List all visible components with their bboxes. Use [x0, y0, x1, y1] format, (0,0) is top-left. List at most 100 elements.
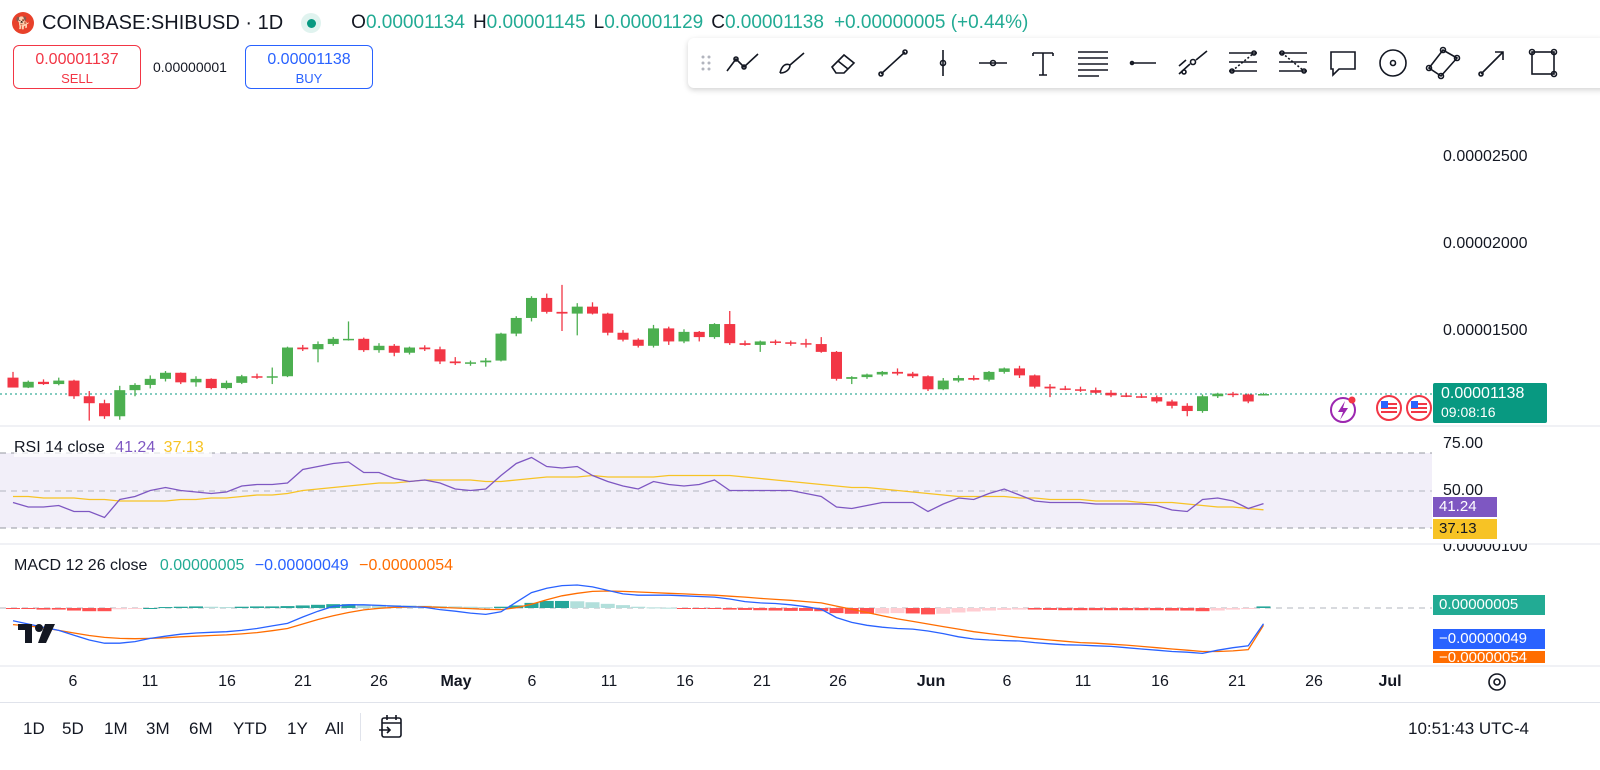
candle	[587, 302, 598, 315]
drag-handle-icon[interactable]	[694, 51, 718, 75]
candle-body	[129, 384, 141, 391]
macd-histogram-bar	[692, 608, 707, 609]
candles	[7, 284, 1269, 421]
candle-body	[998, 368, 1010, 372]
candle-body	[1166, 401, 1178, 406]
candle	[815, 337, 827, 353]
candle-body	[388, 345, 400, 353]
macd-histogram-bar	[616, 605, 630, 608]
candle-body	[175, 372, 187, 383]
market-status-icon[interactable]	[301, 13, 322, 33]
macd-histogram-bar	[1256, 606, 1271, 608]
range-ytd-button[interactable]: YTD	[233, 719, 267, 738]
rsi-legend[interactable]: RSI 14 close 41.24 37.13	[14, 439, 212, 457]
rsi-value-tag: 41.24	[1433, 497, 1497, 517]
symbol-title[interactable]: COINBASE:SHIBUSD · 1D	[42, 11, 284, 34]
low-value: 0.00001129	[604, 12, 704, 33]
time-axis-label: 16	[676, 673, 694, 690]
text-icon[interactable]	[1018, 38, 1068, 88]
macd-histogram-bar	[67, 608, 81, 611]
rsi-line	[12, 456, 1264, 519]
macd-histogram-bar	[1088, 608, 1103, 611]
us-flag-event-icon[interactable]	[1376, 395, 1402, 421]
macd-histogram-bar	[799, 608, 813, 611]
rsi-ma-value: 37.13	[163, 439, 204, 456]
parallel-channel-icon[interactable]	[1168, 38, 1218, 88]
candle-body	[983, 371, 995, 380]
macd-histogram-bar	[250, 606, 264, 608]
macd-histogram-bar	[21, 608, 36, 609]
low-label: L	[593, 12, 605, 33]
macd-histogram-bar	[51, 608, 66, 610]
candle-body	[68, 380, 80, 397]
candle-body	[617, 332, 629, 340]
circle-icon[interactable]	[1368, 38, 1418, 88]
candle-body	[465, 362, 476, 364]
macd-histogram-bar	[1027, 608, 1042, 610]
rectangle-icon[interactable]	[1518, 38, 1568, 88]
arrow-icon[interactable]	[1468, 38, 1518, 88]
eraser-icon[interactable]	[818, 38, 868, 88]
us-flag-event-icon[interactable]	[1406, 395, 1432, 421]
candle	[754, 340, 766, 352]
macd-histogram-bar	[1149, 608, 1164, 611]
brush-icon[interactable]	[768, 38, 818, 88]
candle-body	[1105, 392, 1117, 396]
go-to-date-icon[interactable]	[377, 713, 405, 741]
flash-event-icon[interactable]	[1330, 396, 1356, 423]
clock-timezone[interactable]: 10:51:43 UTC-4	[1408, 719, 1529, 738]
time-axis-label: 16	[218, 673, 236, 690]
candle	[907, 371, 919, 378]
candle-body	[1120, 395, 1132, 397]
range-6m-button[interactable]: 6M	[189, 719, 213, 738]
candle-body	[22, 381, 34, 388]
candle	[388, 344, 400, 357]
macd-histogram-bar	[585, 602, 600, 608]
macd-histogram-bar	[219, 607, 234, 609]
macd-histogram-bar	[661, 607, 676, 609]
macd-histogram-bar	[753, 608, 768, 611]
candle-body	[1075, 389, 1086, 391]
comment-icon[interactable]	[1318, 38, 1368, 88]
candle	[846, 376, 858, 385]
fib-retracement-icon[interactable]	[1218, 38, 1268, 88]
sell-button[interactable]: 0.00001137 SELL	[13, 45, 141, 89]
macd-histogram-bar	[1104, 608, 1118, 611]
polygon-icon[interactable]	[1418, 38, 1468, 88]
macd-histogram-bar	[982, 608, 996, 611]
gann-icon[interactable]	[1268, 38, 1318, 88]
range-all-button[interactable]: All	[325, 719, 344, 738]
range-5d-button[interactable]: 5D	[62, 719, 84, 738]
candle	[282, 346, 293, 378]
vertical-line-icon[interactable]	[918, 38, 968, 88]
candle-body	[571, 306, 583, 314]
macd-histogram-bar	[265, 606, 280, 608]
candle-body	[282, 347, 293, 377]
macd-legend[interactable]: MACD 12 26 close 0.00000005 −0.00000049 …	[14, 557, 453, 575]
macd-histogram-bar	[524, 602, 539, 608]
range-1d-button[interactable]: 1D	[23, 719, 45, 738]
tradingview-logo-icon[interactable]	[18, 624, 55, 643]
horizontal-line-icon[interactable]	[1118, 38, 1168, 88]
macd-histogram-bar	[722, 608, 737, 610]
range-1y-button[interactable]: 1Y	[287, 719, 308, 738]
time-axis-label: 11	[600, 673, 618, 690]
settings-icon[interactable]	[1488, 673, 1506, 691]
candle	[861, 373, 873, 379]
trend-line-icon[interactable]	[718, 38, 768, 88]
macd-axis-label: 0.00000100	[1443, 538, 1528, 555]
rsi-axis-label: 75.00	[1443, 435, 1484, 452]
range-3m-button[interactable]: 3M	[146, 719, 170, 738]
buy-button[interactable]: 0.00001138 BUY	[245, 45, 373, 89]
range-1m-button[interactable]: 1M	[104, 719, 128, 738]
macd-histogram-bar	[1119, 608, 1134, 611]
line-icon[interactable]	[868, 38, 918, 88]
horizontal-ray-icon[interactable]	[968, 38, 1018, 88]
candle-body	[922, 376, 934, 390]
candle	[53, 377, 65, 386]
candle-body	[495, 333, 507, 361]
candle	[83, 391, 95, 421]
macd-histogram-bar	[600, 603, 615, 608]
horizontal-lines-icon[interactable]	[1068, 38, 1118, 88]
